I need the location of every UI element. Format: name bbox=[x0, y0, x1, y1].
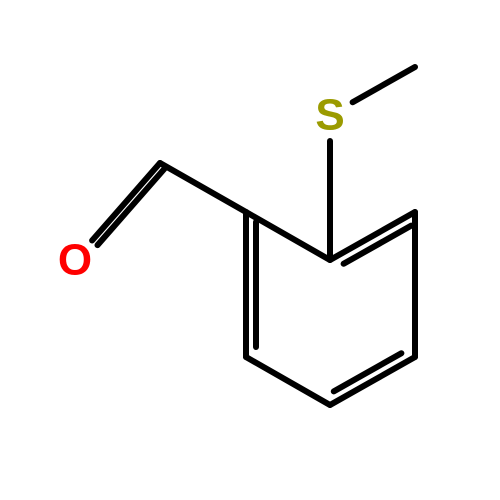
atom-s: S bbox=[315, 91, 344, 140]
molecule-diagram: OS bbox=[0, 0, 500, 500]
atom-o: O bbox=[58, 236, 92, 285]
